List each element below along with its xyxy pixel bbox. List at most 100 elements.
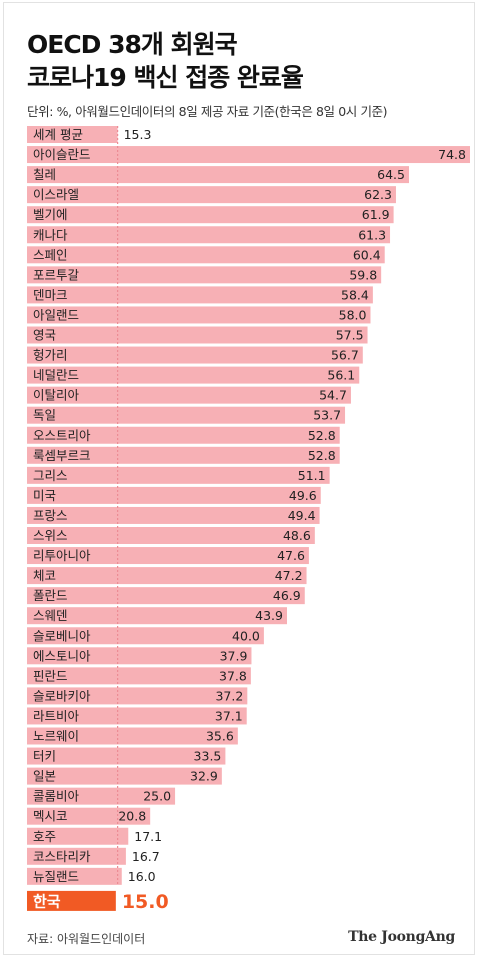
value-label: 37.8 bbox=[219, 668, 247, 683]
bar bbox=[27, 406, 346, 424]
value-label: 59.8 bbox=[349, 267, 377, 282]
category-label: 헝가리 bbox=[33, 348, 68, 363]
bar bbox=[27, 246, 385, 264]
bar bbox=[27, 547, 309, 565]
category-label: 스페인 bbox=[33, 247, 68, 262]
bar bbox=[27, 727, 238, 745]
value-label: 53.7 bbox=[313, 408, 341, 423]
value-label: 51.1 bbox=[298, 468, 326, 483]
bar bbox=[27, 867, 122, 885]
category-label: 터키 bbox=[33, 749, 56, 764]
bar bbox=[27, 687, 248, 705]
category-label: 이스라엘 bbox=[33, 187, 79, 202]
bar bbox=[27, 607, 287, 625]
category-label: 스웨덴 bbox=[33, 608, 68, 623]
bar bbox=[27, 426, 340, 444]
value-label: 74.8 bbox=[438, 147, 466, 162]
bar bbox=[27, 847, 126, 865]
value-label: 58.0 bbox=[339, 307, 367, 322]
bar bbox=[27, 206, 394, 224]
category-label: 세계 평균 bbox=[33, 127, 83, 142]
bar bbox=[27, 567, 307, 585]
value-label: 56.7 bbox=[331, 348, 359, 363]
bar bbox=[27, 767, 222, 785]
bar bbox=[27, 446, 340, 464]
highlight-category-label: 한국 bbox=[33, 892, 61, 910]
category-label: 독일 bbox=[33, 408, 56, 423]
value-label: 52.8 bbox=[308, 448, 336, 463]
category-label: 포르투갈 bbox=[33, 267, 80, 282]
value-label: 33.5 bbox=[194, 749, 222, 764]
value-label: 16.7 bbox=[132, 849, 160, 864]
category-label: 일본 bbox=[33, 769, 56, 784]
category-label: 코스타리카 bbox=[33, 849, 91, 864]
bar bbox=[27, 366, 360, 384]
bar bbox=[27, 506, 320, 524]
value-label: 61.9 bbox=[362, 207, 390, 222]
category-label: 벨기에 bbox=[33, 207, 68, 222]
chart-subtitle: 단위: %, 아워월드인데이터의 8일 제공 자료 기준(한국은 8일 0시 기… bbox=[27, 104, 388, 119]
value-label: 49.6 bbox=[289, 488, 317, 503]
category-label: 리투아니아 bbox=[33, 548, 91, 563]
value-label: 25.0 bbox=[143, 789, 171, 804]
bar bbox=[27, 527, 315, 544]
source-note: 자료: 아워월드인데이터 bbox=[27, 932, 146, 946]
chart-title-line-2: 코로나19 백신 접종 완료율 bbox=[27, 63, 304, 92]
bar bbox=[27, 587, 305, 605]
bar bbox=[27, 166, 409, 184]
bar bbox=[27, 787, 176, 805]
category-label: 슬로베니아 bbox=[33, 628, 91, 643]
value-label: 47.6 bbox=[277, 548, 305, 563]
value-label: 54.7 bbox=[319, 388, 347, 403]
value-label: 35.6 bbox=[206, 729, 234, 744]
value-label: 48.6 bbox=[283, 528, 311, 543]
value-label: 40.0 bbox=[232, 628, 260, 643]
category-label: 콜롬비아 bbox=[33, 789, 80, 804]
category-label: 이탈리아 bbox=[33, 388, 80, 403]
bar bbox=[27, 707, 247, 725]
value-label: 16.0 bbox=[128, 869, 156, 884]
chart-title-line-1: OECD 38개 회원국 bbox=[27, 30, 238, 59]
category-label: 미국 bbox=[33, 488, 56, 503]
value-label: 37.9 bbox=[220, 648, 248, 663]
category-label: 프랑스 bbox=[33, 508, 68, 523]
bar bbox=[27, 667, 251, 685]
bar bbox=[27, 326, 368, 344]
value-label: 15.3 bbox=[124, 127, 152, 142]
category-label: 호주 bbox=[33, 829, 56, 844]
value-label: 49.4 bbox=[288, 508, 316, 523]
chart-frame bbox=[3, 2, 475, 955]
value-label: 17.1 bbox=[134, 829, 162, 844]
bar bbox=[27, 466, 330, 484]
bar bbox=[27, 807, 151, 825]
category-label: 핀란드 bbox=[33, 668, 68, 683]
value-label: 32.9 bbox=[190, 769, 218, 784]
bar bbox=[27, 647, 252, 665]
category-label: 그리스 bbox=[33, 468, 68, 483]
highlight-bar bbox=[27, 890, 116, 911]
value-label: 43.9 bbox=[255, 608, 283, 623]
value-label: 57.5 bbox=[336, 328, 364, 343]
category-label: 슬로바키아 bbox=[33, 688, 91, 703]
value-label: 56.1 bbox=[327, 368, 355, 383]
chart-title: OECD 38개 회원국 코로나19 백신 접종 완료율 bbox=[27, 28, 304, 94]
category-label: 스위스 bbox=[33, 528, 68, 543]
value-label: 47.2 bbox=[275, 568, 303, 583]
category-label: 뉴질랜드 bbox=[33, 869, 79, 884]
bar bbox=[27, 286, 373, 304]
bar bbox=[27, 126, 118, 143]
category-label: 폴란드 bbox=[33, 588, 68, 603]
category-label: 덴마크 bbox=[33, 287, 68, 302]
bar bbox=[27, 827, 129, 845]
bar bbox=[27, 266, 382, 284]
value-label: 37.1 bbox=[215, 708, 243, 723]
bar bbox=[27, 486, 321, 504]
value-label: 20.8 bbox=[118, 809, 146, 824]
category-label: 에스토니아 bbox=[33, 648, 91, 663]
bar bbox=[27, 747, 226, 765]
value-label: 64.5 bbox=[377, 167, 405, 182]
category-label: 체코 bbox=[33, 568, 56, 583]
bar bbox=[27, 146, 470, 164]
value-label: 58.4 bbox=[341, 287, 369, 302]
